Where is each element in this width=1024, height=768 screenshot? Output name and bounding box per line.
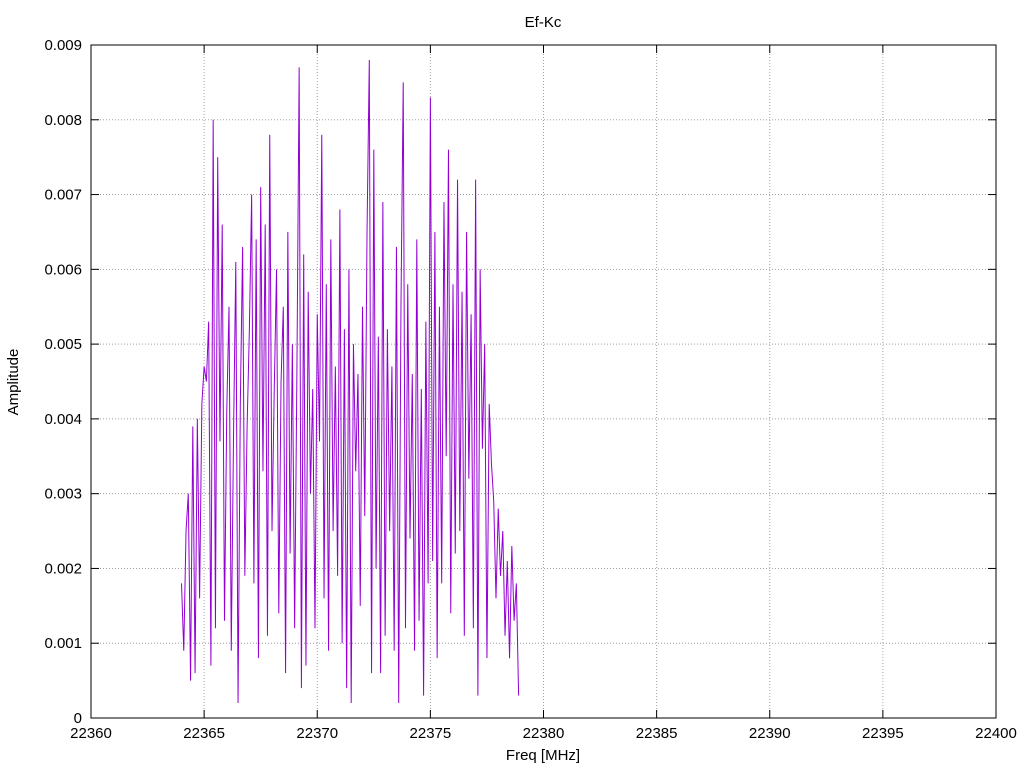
- x-tick-label: 22390: [749, 725, 791, 742]
- x-tick-label: 22395: [862, 725, 904, 742]
- x-tick-label: 22365: [183, 725, 225, 742]
- y-tick-label: 0.005: [44, 336, 82, 353]
- y-tick-labels: 0 0.001 0.002 0.003 0.004 0.005 0.006 0.007 0.00…: [44, 37, 82, 727]
- y-tick-label: 0.008: [44, 112, 82, 129]
- x-tick-label: 22400: [975, 725, 1017, 742]
- x-tick-label: 22375: [410, 725, 452, 742]
- x-axis-label: Freq [MHz]: [506, 747, 580, 764]
- y-tick-label: 0.007: [44, 187, 82, 204]
- x-tick-label: 22380: [523, 725, 565, 742]
- y-tick-label: 0.009: [44, 37, 82, 54]
- x-tick-label: 22360: [70, 725, 112, 742]
- y-tick-label: 0.002: [44, 560, 82, 577]
- series-line: [182, 60, 519, 703]
- y-tick-label: 0.006: [44, 261, 82, 278]
- y-tick-label: 0: [74, 710, 82, 727]
- chart-title: Ef-Kc: [525, 14, 562, 31]
- y-axis-label: Amplitude: [5, 349, 22, 416]
- y-tick-label: 0.001: [44, 635, 82, 652]
- x-tick-label: 22370: [296, 725, 338, 742]
- grid-lines: [91, 45, 996, 718]
- y-tick-label: 0.004: [44, 411, 82, 428]
- x-tick-labels: 22360 22365 22370 22375 22380 22385 22390 22395…: [70, 725, 1017, 742]
- y-tick-label: 0.003: [44, 486, 82, 503]
- x-tick-label: 22385: [636, 725, 678, 742]
